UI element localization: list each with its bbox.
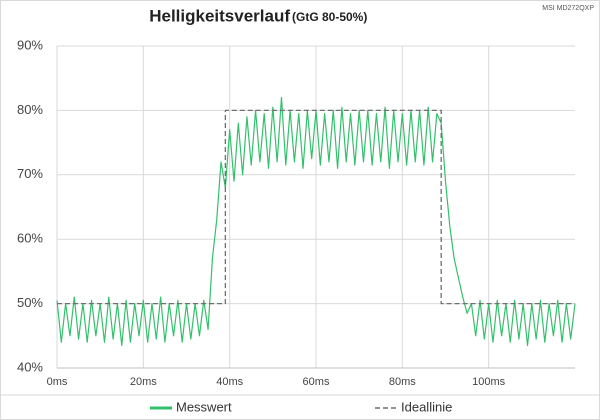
series-line [57,109,575,305]
annotation: MSI MD272QXP [542,5,594,12]
legend-label: Messwert [176,399,232,414]
y-tick-label: 90% [17,37,43,52]
x-tick-label: 0ms [47,376,68,388]
x-tick-label: 100ms [472,376,506,388]
x-tick-label: 60ms [303,376,330,388]
x-tick-label: 40ms [216,376,243,388]
x-tick-label: 20ms [130,376,157,388]
y-tick-label: 80% [17,102,43,117]
chart-title: Helligkeitsverlauf [149,6,290,25]
chart-subtitle: (GtG 80-50%) [292,10,367,24]
y-tick-label: 50% [17,295,43,310]
y-tick-label: 40% [17,359,43,374]
legend-label: Ideallinie [401,399,452,414]
y-tick-label: 70% [17,166,43,181]
x-tick-label: 80ms [389,376,416,388]
y-tick-label: 60% [17,231,43,246]
